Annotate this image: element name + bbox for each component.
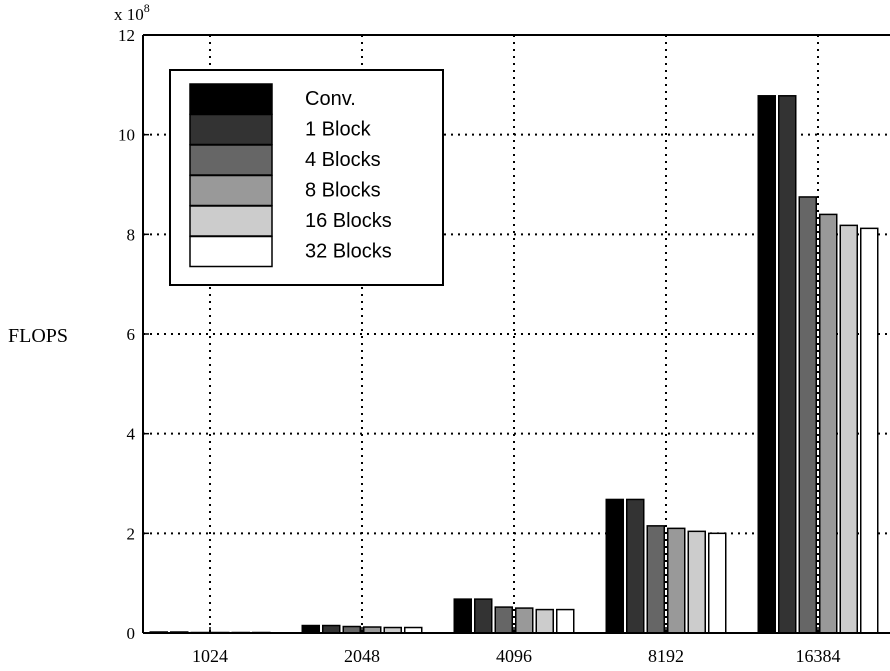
legend-label: 1 Block — [305, 119, 372, 141]
bars — [149, 95, 879, 634]
bar — [535, 608, 554, 634]
legend-label: Conv. — [305, 88, 356, 110]
x-tick-label: 8192 — [648, 646, 684, 666]
bar — [819, 213, 838, 634]
legend-swatch — [189, 144, 273, 176]
y-tick-label: 2 — [127, 524, 136, 543]
legend-swatch — [189, 205, 273, 237]
legend-swatch — [189, 174, 273, 207]
bar — [626, 498, 645, 634]
y-axis-label: FLOPS — [8, 325, 68, 347]
y-tick-label: 12 — [118, 26, 135, 45]
bar — [301, 624, 320, 634]
x-tick-label: 16384 — [796, 646, 841, 666]
legend-label: 8 Blocks — [305, 180, 381, 202]
x-tick-label: 1024 — [192, 646, 228, 666]
y-tick-label: 8 — [127, 225, 136, 244]
bar — [798, 196, 817, 634]
y-tick-label: 4 — [127, 425, 136, 444]
legend-swatch — [189, 83, 273, 115]
x-tick-label: 4096 — [496, 646, 532, 666]
y-tick-label: 0 — [127, 624, 136, 643]
bar — [778, 95, 797, 634]
legend-label: 32 Blocks — [305, 241, 392, 263]
bar — [839, 224, 858, 634]
bar — [605, 498, 624, 634]
y-tick-labels: 0 2 4 6 8 10 12 — [118, 26, 136, 643]
y-axis-multiplier: x 108 — [114, 1, 150, 24]
bar — [515, 607, 534, 634]
bar — [757, 95, 776, 634]
legend-swatch — [189, 113, 273, 146]
legend-label: 16 Blocks — [305, 210, 392, 232]
bar — [556, 608, 575, 634]
x-tick-label: 2048 — [344, 646, 380, 666]
bar — [494, 606, 513, 634]
bar — [860, 227, 879, 634]
bar — [474, 598, 493, 634]
bar — [708, 532, 727, 634]
x-tick-labels: 1024 2048 4096 8192 16384 — [192, 646, 841, 666]
y-tick-label: 10 — [118, 126, 135, 145]
bar — [322, 624, 341, 634]
legend: Conv. 1 Block 4 Blocks 8 Blocks 16 Blocks 32 … — [169, 69, 444, 286]
bar — [646, 525, 665, 634]
legend-swatch — [189, 235, 273, 268]
bar — [687, 530, 706, 634]
bar — [667, 527, 686, 634]
bar — [453, 598, 472, 634]
y-tick-label: 6 — [127, 325, 136, 344]
axes — [142, 34, 890, 634]
legend-label: 4 Blocks — [305, 149, 381, 171]
